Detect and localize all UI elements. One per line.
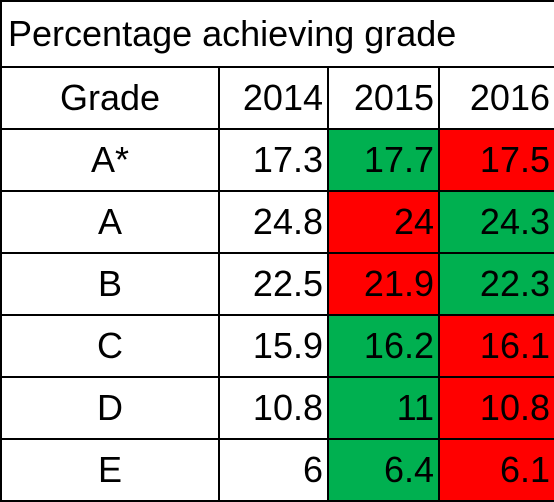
table-row: A 24.8 24 24.3 <box>0 190 554 254</box>
header-2016: 2016 <box>438 66 554 130</box>
grade-cell: C <box>0 314 220 378</box>
grade-cell: E <box>0 438 220 502</box>
value-2016-cell: 6.1 <box>438 438 554 502</box>
grade-cell: A <box>0 190 220 254</box>
grade-cell: A* <box>0 128 220 192</box>
value-2014-cell: 10.8 <box>218 376 329 440</box>
value-2016-cell: 10.8 <box>438 376 554 440</box>
grade-cell: D <box>0 376 220 440</box>
table-row: E 6 6.4 6.1 <box>0 438 554 502</box>
table-header-row: Grade 2014 2015 2016 <box>0 66 554 130</box>
table-row: C 15.9 16.2 16.1 <box>0 314 554 378</box>
value-2014-cell: 6 <box>218 438 329 502</box>
table-row: B 22.5 21.9 22.3 <box>0 252 554 316</box>
value-2014-cell: 17.3 <box>218 128 329 192</box>
header-2015: 2015 <box>327 66 440 130</box>
value-2014-cell: 24.8 <box>218 190 329 254</box>
value-2016-cell: 16.1 <box>438 314 554 378</box>
value-2015-cell: 21.9 <box>327 252 440 316</box>
table-title: Percentage achieving grade <box>0 0 554 68</box>
header-2014: 2014 <box>218 66 329 130</box>
value-2015-cell: 6.4 <box>327 438 440 502</box>
value-2016-cell: 22.3 <box>438 252 554 316</box>
value-2016-cell: 24.3 <box>438 190 554 254</box>
value-2015-cell: 17.7 <box>327 128 440 192</box>
table-row: D 10.8 11 10.8 <box>0 376 554 440</box>
value-2015-cell: 24 <box>327 190 440 254</box>
value-2014-cell: 15.9 <box>218 314 329 378</box>
value-2014-cell: 22.5 <box>218 252 329 316</box>
header-grade: Grade <box>0 66 220 130</box>
value-2016-cell: 17.5 <box>438 128 554 192</box>
table-title-row: Percentage achieving grade <box>0 0 554 68</box>
table-row: A* 17.3 17.7 17.5 <box>0 128 554 192</box>
grade-cell: B <box>0 252 220 316</box>
value-2015-cell: 16.2 <box>327 314 440 378</box>
value-2015-cell: 11 <box>327 376 440 440</box>
